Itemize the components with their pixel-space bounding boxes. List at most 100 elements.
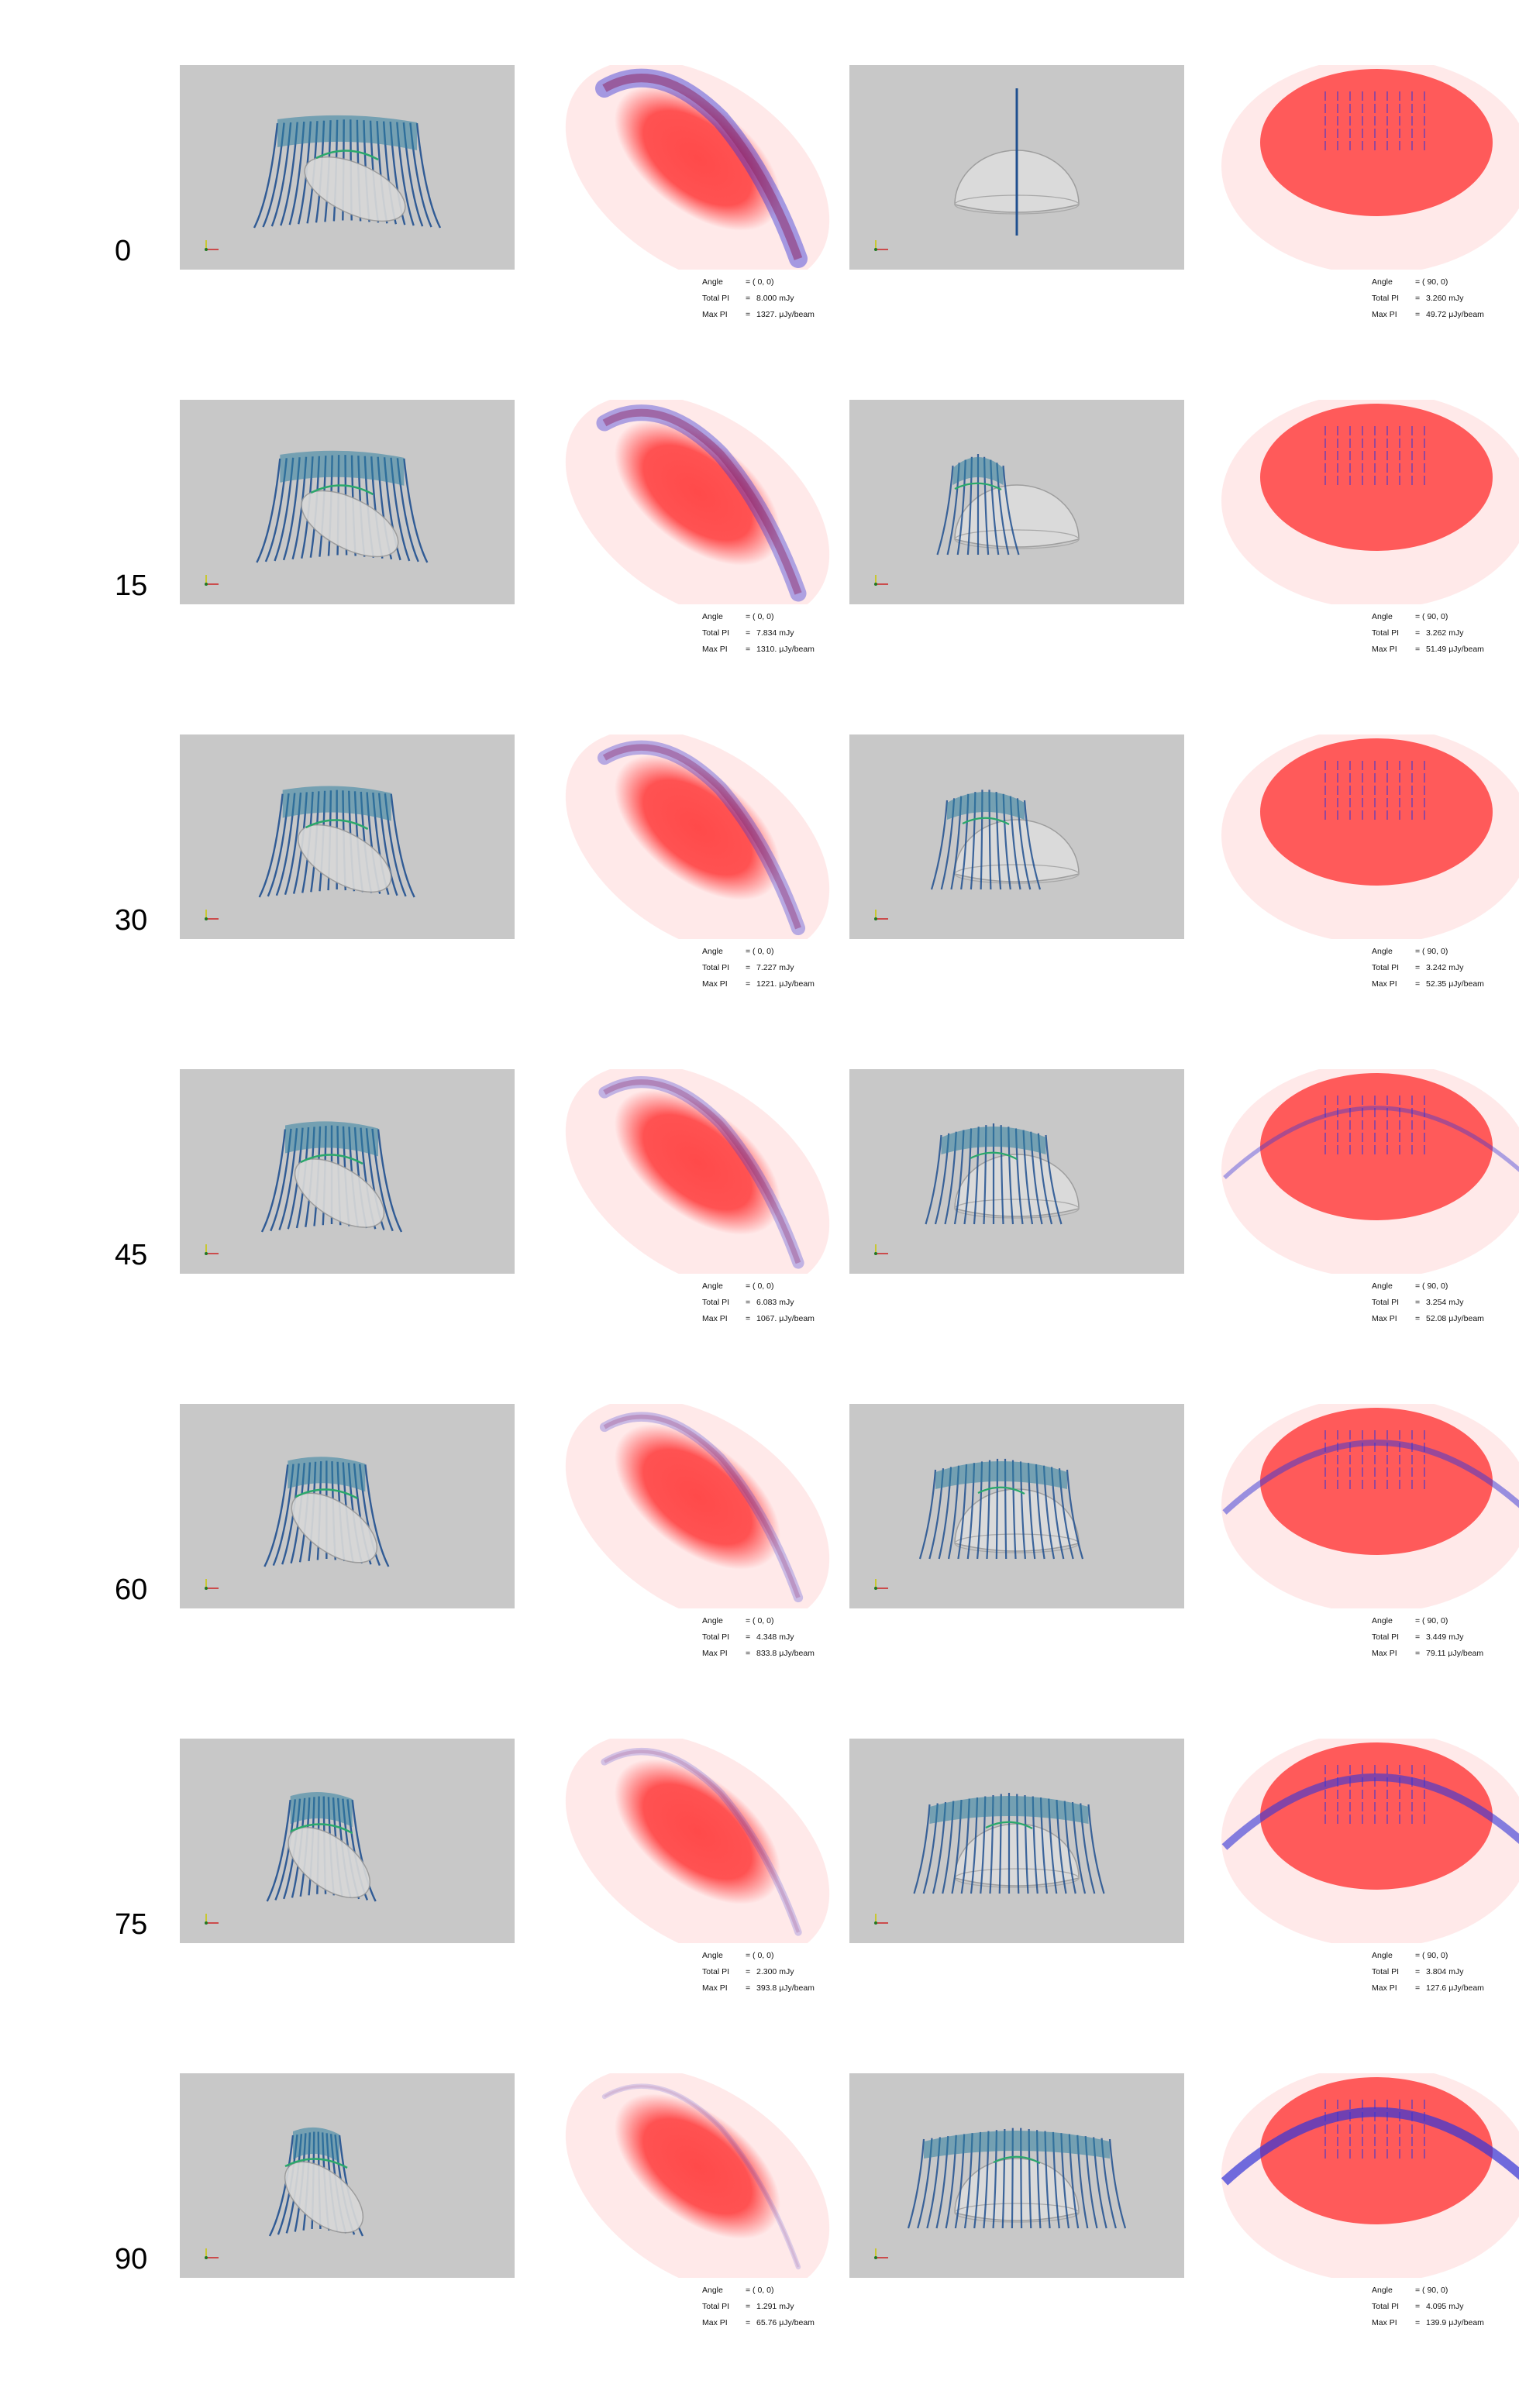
field-line-highlight xyxy=(305,819,369,831)
stats-box-right: Angle = ( 90, 0) Total PI = 3.262 mJy Max P… xyxy=(1372,609,1484,658)
max-pi-value: 139.9 μJy/beam xyxy=(1426,2318,1484,2327)
total-pi-value: 3.260 mJy xyxy=(1426,294,1464,303)
field-render-panel-right xyxy=(849,1739,1184,1943)
polarization-vectors xyxy=(1324,91,1425,150)
field-line xyxy=(913,1804,931,1894)
field-surface xyxy=(924,2131,1110,2159)
field-line xyxy=(918,1469,937,1560)
max-pi-key: Max PI xyxy=(702,1314,728,1323)
bubble-shell xyxy=(301,490,399,558)
inclination-angle-label: 90 xyxy=(115,2243,148,2276)
field-lines-render xyxy=(205,1792,377,1925)
field-line-highlight xyxy=(993,2155,1041,2164)
emission-map-left xyxy=(542,2073,877,2278)
stats-box-left: Angle = ( 0, 0) Total PI = 7.834 mJy Max PI… xyxy=(702,609,815,658)
max-pi-value: 1221. μJy/beam xyxy=(756,979,815,989)
field-line-highlight xyxy=(970,1151,1018,1160)
total-pi-key: Total PI xyxy=(1372,1632,1400,1642)
angle-value: = ( 90, 0) xyxy=(1415,277,1448,287)
total-pi-key: Total PI xyxy=(1372,963,1400,972)
emission-map-left xyxy=(542,400,877,604)
limb-brightened-arc xyxy=(1221,2107,1519,2186)
emission-map-right xyxy=(1209,1739,1519,1943)
total-pi-key: Total PI xyxy=(702,2302,730,2311)
stats-box-right: Angle = ( 90, 0) Total PI = 3.254 mJy Max P… xyxy=(1372,1278,1484,1327)
axes-triad-icon xyxy=(205,240,219,251)
field-line xyxy=(258,793,284,898)
polarization-vectors xyxy=(1324,426,1425,485)
emission-core xyxy=(1260,1742,1493,1890)
angle-key: Angle xyxy=(702,2286,723,2295)
max-pi-value: 49.72 μJy/beam xyxy=(1426,310,1484,319)
equals-sign: = xyxy=(1415,2302,1421,2311)
field-line xyxy=(266,1800,291,1902)
polarization-band xyxy=(599,1412,804,1603)
field-surface xyxy=(935,1461,1067,1489)
stats-box-right: Angle = ( 90, 0) Total PI = 4.095 mJy Max P… xyxy=(1372,2282,1484,2331)
field-line xyxy=(1002,465,1020,556)
max-pi-key: Max PI xyxy=(702,310,728,319)
angle-key: Angle xyxy=(1372,1951,1393,1960)
figure-row: 75 Angle = ( 0, 0) Total PI = 2.300 mJy Max… xyxy=(0,1739,1519,2073)
polarized-emission-map xyxy=(565,400,830,604)
axes-triad-icon xyxy=(874,910,888,920)
emission-map-right xyxy=(1209,1069,1519,1274)
figure-row: 30 Angle = ( 0, 0) Total PI = 7.227 mJy Max… xyxy=(0,734,1519,1069)
equals-sign: = xyxy=(1415,1649,1421,1658)
max-pi-value: 52.08 μJy/beam xyxy=(1426,1314,1484,1323)
field-line xyxy=(268,2135,294,2237)
stats-box-left: Angle = ( 0, 0) Total PI = 2.300 mJy Max PI… xyxy=(702,1948,815,1997)
figure-row: 0 Angle = ( 0, 0) Total PI = 8.000 mJy Max … xyxy=(0,65,1519,400)
equals-sign: = xyxy=(746,2318,751,2327)
field-lines-render xyxy=(874,1458,1084,1590)
field-line xyxy=(403,458,429,563)
polarized-emission-map xyxy=(1221,400,1519,604)
field-render-panel-left xyxy=(180,1069,515,1274)
field-line xyxy=(364,1464,390,1567)
max-pi-value: 51.49 μJy/beam xyxy=(1426,645,1484,654)
axes-triad-icon xyxy=(205,1914,219,1925)
total-pi-value: 3.449 mJy xyxy=(1426,1632,1464,1642)
field-line xyxy=(1108,2138,1127,2229)
axes-triad-icon xyxy=(205,910,219,920)
max-pi-value: 1327. μJy/beam xyxy=(756,310,815,319)
axes-triad-icon xyxy=(874,240,888,251)
polarization-band xyxy=(596,404,807,602)
field-surface xyxy=(288,1457,366,1492)
angle-key: Angle xyxy=(1372,1281,1393,1291)
stats-box-left: Angle = ( 0, 0) Total PI = 4.348 mJy Max PI… xyxy=(702,1613,815,1662)
field-line xyxy=(377,1129,403,1233)
axes-triad-icon xyxy=(874,575,888,586)
angle-value: = ( 90, 0) xyxy=(1415,1616,1448,1625)
max-pi-value: 127.6 μJy/beam xyxy=(1426,1983,1484,1993)
polarized-emission-map xyxy=(565,2073,830,2278)
field-line xyxy=(256,458,281,563)
dome-base xyxy=(954,1199,1080,1219)
polarized-emission-map xyxy=(565,65,830,270)
field-line xyxy=(1066,1469,1084,1560)
axes-triad-icon xyxy=(874,1579,888,1590)
field-line xyxy=(925,1134,942,1225)
bubble-shell xyxy=(298,824,392,893)
field-line xyxy=(1023,800,1042,890)
total-pi-key: Total PI xyxy=(1372,294,1400,303)
total-pi-value: 3.262 mJy xyxy=(1426,628,1464,638)
field-surface xyxy=(952,457,1004,485)
field-lines-render xyxy=(874,1123,1080,1255)
field-lines-render xyxy=(874,2128,1127,2259)
equals-sign: = xyxy=(1415,979,1421,989)
max-pi-key: Max PI xyxy=(1372,2318,1397,2327)
total-pi-value: 7.834 mJy xyxy=(756,628,794,638)
equals-sign: = xyxy=(746,2302,751,2311)
equals-sign: = xyxy=(746,294,751,303)
max-pi-key: Max PI xyxy=(1372,310,1397,319)
angle-key: Angle xyxy=(1372,612,1393,621)
total-pi-key: Total PI xyxy=(702,1632,730,1642)
angle-key: Angle xyxy=(702,947,723,956)
field-lines-render xyxy=(874,454,1080,586)
total-pi-value: 2.300 mJy xyxy=(756,1967,794,1976)
field-render-panel-right xyxy=(849,2073,1184,2278)
emission-map-right xyxy=(1209,65,1519,270)
equals-sign: = xyxy=(746,645,751,654)
bubble-shell xyxy=(291,1492,378,1563)
